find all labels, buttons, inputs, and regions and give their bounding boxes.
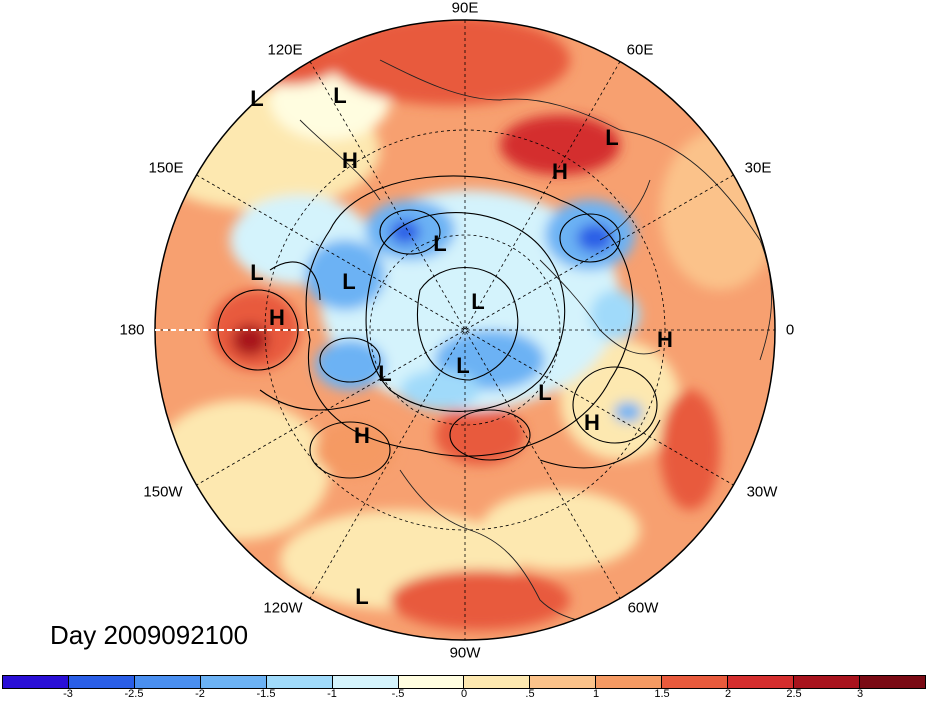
pressure-center-label: H bbox=[657, 327, 673, 352]
lon-label-150w: 150W bbox=[143, 483, 183, 501]
colorbar bbox=[2, 675, 926, 689]
colorbar-tick-label: 3 bbox=[856, 688, 864, 700]
pressure-center-label: L bbox=[250, 260, 264, 285]
colorbar-swatch bbox=[596, 676, 663, 688]
colorbar-swatch bbox=[3, 676, 69, 688]
colorbar-swatch bbox=[794, 676, 860, 688]
colorbar-tick-label: 2.5 bbox=[786, 688, 802, 700]
pressure-center-label: L bbox=[538, 380, 552, 405]
lon-label-30w: 30W bbox=[746, 483, 778, 501]
colorbar-swatch bbox=[134, 676, 201, 688]
colorbar-swatch bbox=[200, 676, 267, 688]
pressure-center-label: H bbox=[269, 305, 285, 330]
pressure-center-label: L bbox=[333, 83, 347, 108]
pressure-center-label: H bbox=[584, 410, 600, 435]
colorbar-swatch bbox=[464, 676, 531, 688]
lon-label-150e: 150E bbox=[148, 159, 184, 177]
pressure-center-label: L bbox=[605, 125, 619, 150]
colorbar-swatch bbox=[398, 676, 465, 688]
lon-label-0: 0 bbox=[785, 321, 795, 339]
pressure-center-label: L bbox=[250, 86, 264, 111]
lon-label-30e: 30E bbox=[744, 159, 772, 177]
pressure-center-label: L bbox=[456, 353, 470, 378]
colorbar-swatch bbox=[728, 676, 795, 688]
colorbar-swatch bbox=[266, 676, 333, 688]
lon-label-90w: 90W bbox=[449, 644, 481, 662]
lon-label-120e: 120E bbox=[267, 41, 303, 59]
lon-label-180: 180 bbox=[119, 321, 145, 339]
colorbar-swatch bbox=[859, 676, 925, 688]
graticule bbox=[155, 20, 775, 640]
pressure-center-label: H bbox=[354, 423, 370, 448]
lon-label-60w: 60W bbox=[627, 599, 659, 617]
pressure-center-label: H bbox=[342, 148, 358, 173]
colorbar-tick-label: 2 bbox=[724, 688, 732, 700]
colorbar-tick-label: -3 bbox=[63, 688, 73, 700]
colorbar-tick-label: -.5 bbox=[391, 688, 405, 700]
colorbar-tick-label: -2.5 bbox=[124, 688, 144, 700]
colorbar-tick-label: 1 bbox=[592, 688, 600, 700]
colorbar-tick-label: 1.5 bbox=[654, 688, 670, 700]
pressure-center-label: L bbox=[342, 269, 356, 294]
pressure-center-label: L bbox=[355, 584, 369, 609]
pressure-center-label: L bbox=[471, 289, 485, 314]
colorbar-tick-label: 0 bbox=[460, 688, 468, 700]
pressure-center-label: H bbox=[552, 159, 568, 184]
colorbar-tick-label: -1 bbox=[327, 688, 337, 700]
date-title: Day 2009092100 bbox=[50, 620, 249, 650]
pressure-center-label: L bbox=[378, 361, 392, 386]
colorbar-swatch bbox=[332, 676, 399, 688]
lon-label-120w: 120W bbox=[263, 599, 303, 617]
colorbar-swatch bbox=[662, 676, 729, 688]
pressure-center-label: L bbox=[433, 231, 447, 256]
colorbar-swatch bbox=[530, 676, 597, 688]
colorbar-swatch bbox=[68, 676, 135, 688]
lon-label-60e: 60E bbox=[626, 41, 654, 59]
colorbar-tick-label: .5 bbox=[525, 688, 535, 700]
colorbar-tick-label: -2 bbox=[195, 688, 205, 700]
colorbar-tick-label: -1.5 bbox=[256, 688, 276, 700]
lon-label-90e: 90E bbox=[451, 0, 479, 17]
